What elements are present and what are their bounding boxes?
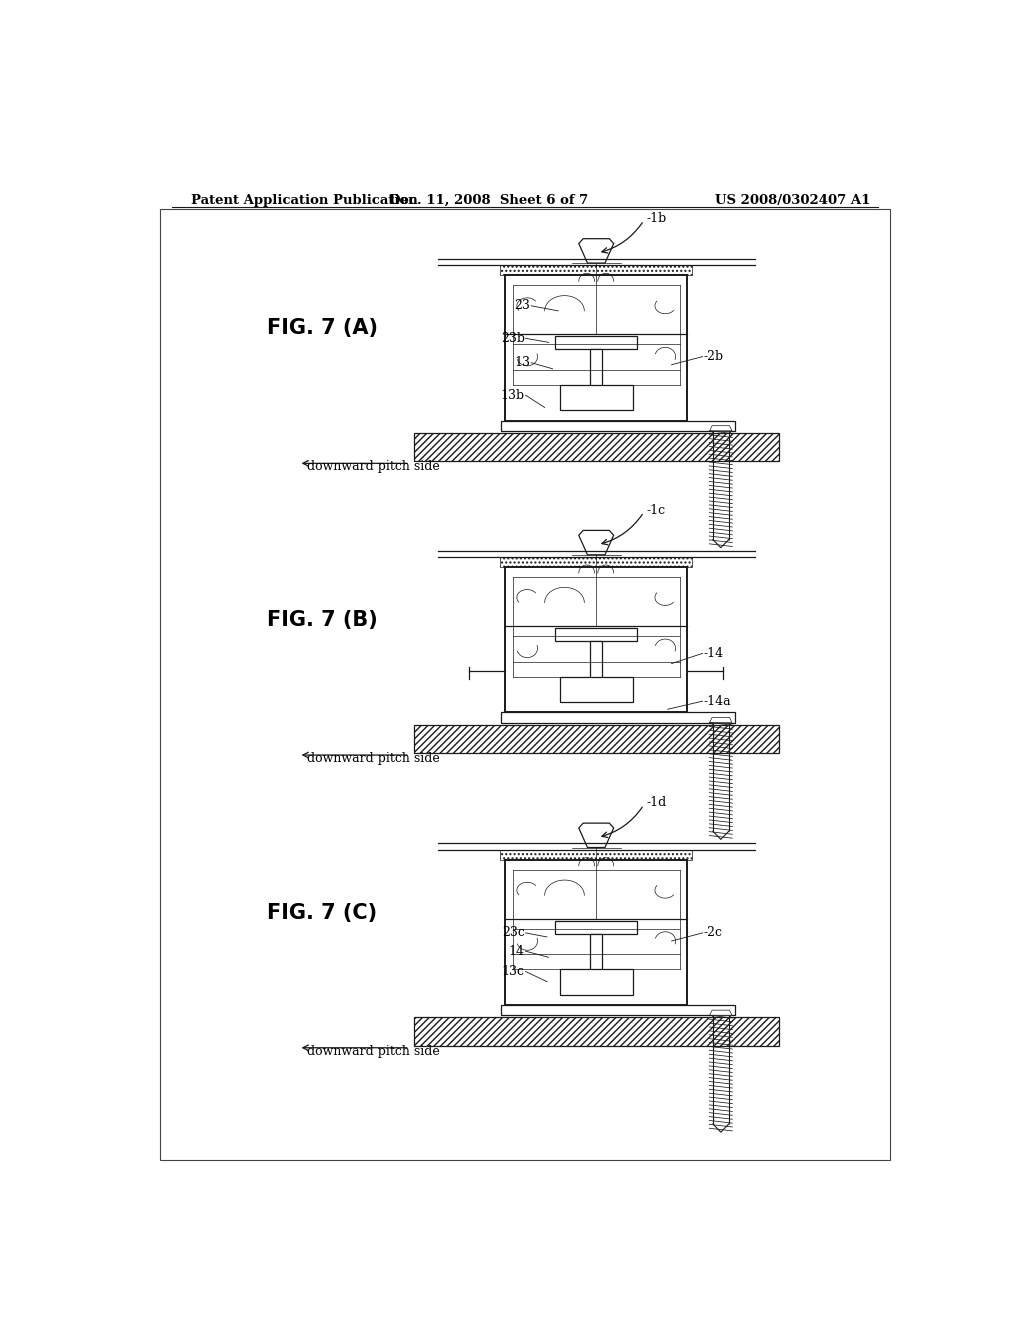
Bar (505, 276, 687, 421)
Text: 23c: 23c (502, 927, 524, 940)
Text: -1d: -1d (646, 796, 667, 809)
Polygon shape (579, 824, 613, 847)
Bar (505, 859, 687, 1005)
Bar (501, 421, 735, 430)
Text: FIG. 7 (A): FIG. 7 (A) (267, 318, 378, 338)
Bar (501, 713, 735, 722)
Polygon shape (710, 718, 732, 722)
Text: 13: 13 (514, 356, 530, 370)
Bar (555, 337, 638, 350)
Bar (590, 642, 602, 680)
Text: -14: -14 (703, 647, 724, 660)
Bar (414, 725, 778, 752)
Bar (414, 433, 778, 461)
Bar (574, 388, 618, 393)
Bar (560, 969, 633, 995)
Text: -2c: -2c (703, 927, 722, 940)
Text: US 2008/0302407 A1: US 2008/0302407 A1 (715, 194, 870, 207)
Polygon shape (710, 426, 732, 430)
Bar (501, 1005, 735, 1015)
Text: Dec. 11, 2008  Sheet 6 of 7: Dec. 11, 2008 Sheet 6 of 7 (389, 194, 589, 207)
Text: FIG. 7 (C): FIG. 7 (C) (267, 903, 377, 923)
Text: 23: 23 (514, 300, 530, 313)
Text: Patent Application Publication: Patent Application Publication (191, 194, 418, 207)
Polygon shape (579, 239, 613, 263)
Text: 13b: 13b (501, 388, 524, 401)
Text: -1c: -1c (646, 503, 666, 516)
Text: downward pitch side: downward pitch side (306, 752, 439, 766)
Bar (555, 921, 638, 935)
Text: -2b: -2b (703, 350, 724, 363)
Bar (590, 935, 602, 973)
Text: downward pitch side: downward pitch side (306, 1045, 439, 1057)
Bar (590, 350, 602, 388)
Bar (505, 568, 687, 713)
Bar (574, 973, 618, 978)
Bar (560, 677, 633, 702)
Text: -1b: -1b (646, 213, 667, 224)
Bar (712, 430, 729, 445)
Bar (712, 1015, 729, 1030)
Bar (501, 265, 692, 276)
Bar (712, 722, 729, 737)
Polygon shape (579, 531, 613, 554)
Bar (555, 628, 638, 642)
Polygon shape (710, 1010, 732, 1015)
Bar (560, 385, 633, 411)
Text: -14a: -14a (703, 694, 731, 708)
Text: downward pitch side: downward pitch side (306, 461, 439, 474)
Bar (501, 850, 692, 859)
Text: 13c: 13c (502, 965, 524, 978)
Text: FIG. 7 (B): FIG. 7 (B) (267, 610, 378, 630)
Bar (501, 557, 692, 568)
Text: 23b: 23b (501, 331, 524, 345)
Bar (414, 1018, 778, 1045)
Text: 14: 14 (509, 945, 524, 958)
Bar (574, 680, 618, 685)
